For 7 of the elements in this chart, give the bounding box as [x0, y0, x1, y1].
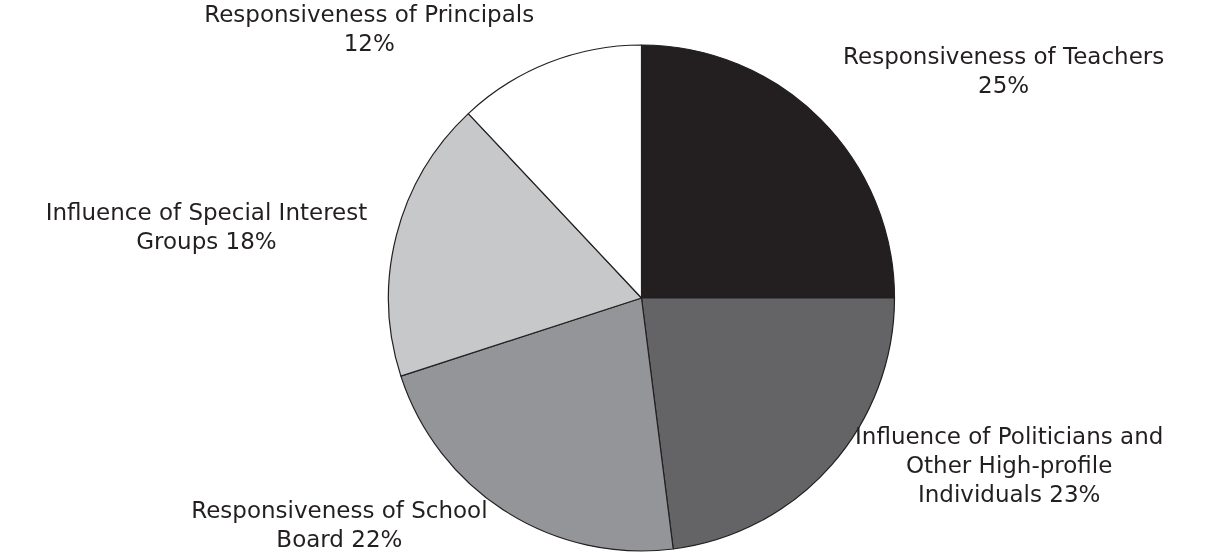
slice-label: Influence of Politicians and Other High-profile Individuals 23% — [855, 423, 1164, 508]
slice-label: Responsiveness of School Board 22% — [191, 497, 488, 553]
slice-label: Responsiveness of Principals — [204, 1, 535, 28]
data-label: 25% — [978, 71, 1030, 98]
slice-label: Responsiveness of Teachers — [843, 42, 1165, 69]
data-label: 12% — [343, 30, 395, 57]
slice-label: Influence of Special Interest Groups 18% — [45, 199, 368, 255]
